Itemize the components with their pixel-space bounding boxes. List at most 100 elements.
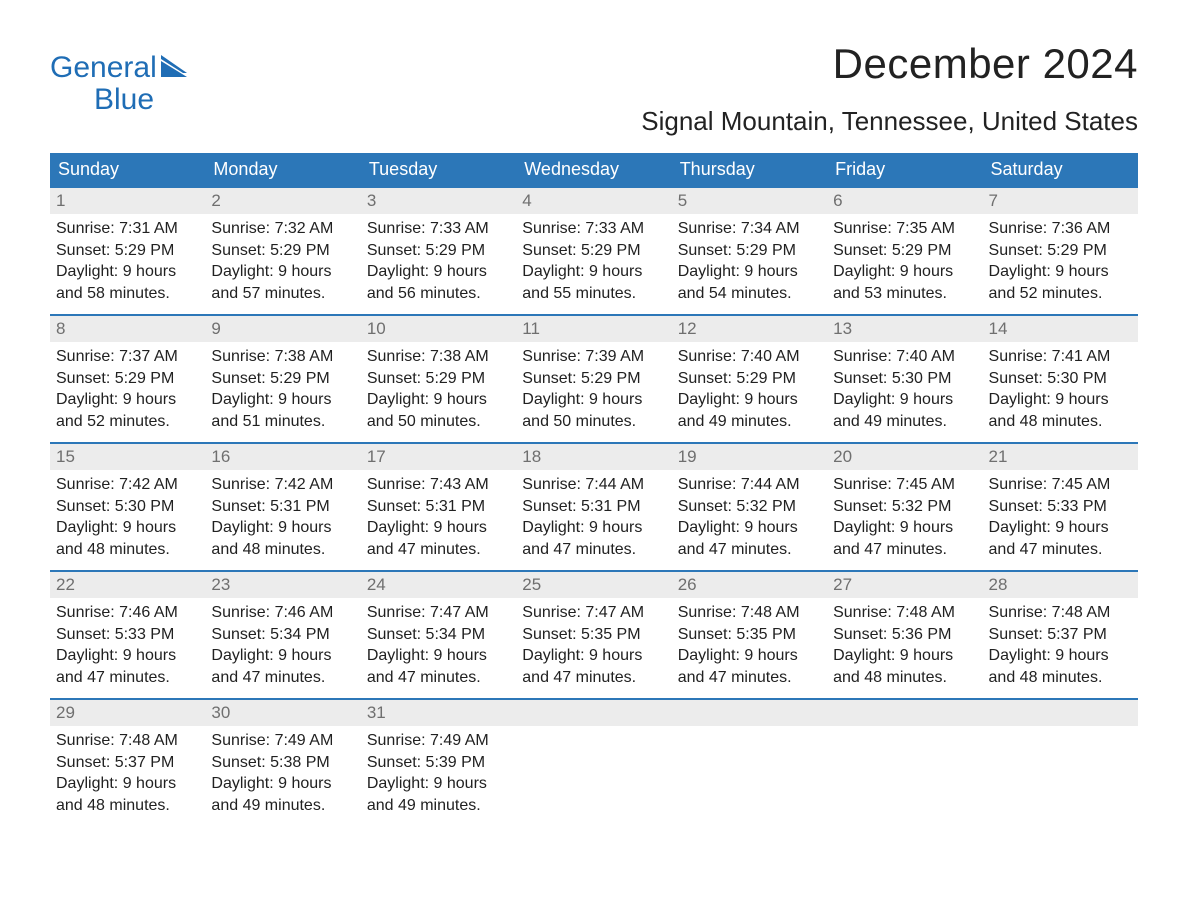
day-sunset: Sunset: 5:29 PM — [367, 240, 510, 262]
day-sunset: Sunset: 5:29 PM — [522, 240, 665, 262]
day-sunrise: Sunrise: 7:43 AM — [367, 474, 510, 496]
day-sunset: Sunset: 5:31 PM — [211, 496, 354, 518]
day-sunset: Sunset: 5:30 PM — [989, 368, 1132, 390]
day-d1: Daylight: 9 hours — [367, 645, 510, 667]
calendar-day-cell: . — [672, 698, 827, 826]
day-details: Sunrise: 7:49 AMSunset: 5:39 PMDaylight:… — [361, 726, 516, 822]
day-sunset: Sunset: 5:29 PM — [833, 240, 976, 262]
day-number: 20 — [827, 442, 982, 470]
day-d2: and 47 minutes. — [211, 667, 354, 689]
calendar-day-cell: 17Sunrise: 7:43 AMSunset: 5:31 PMDayligh… — [361, 442, 516, 570]
calendar-day-cell: 2Sunrise: 7:32 AMSunset: 5:29 PMDaylight… — [205, 186, 360, 314]
day-d2: and 49 minutes. — [211, 795, 354, 817]
day-sunset: Sunset: 5:34 PM — [367, 624, 510, 646]
day-number: 21 — [983, 442, 1138, 470]
day-details: Sunrise: 7:48 AMSunset: 5:37 PMDaylight:… — [983, 598, 1138, 694]
calendar-day-cell: 1Sunrise: 7:31 AMSunset: 5:29 PMDaylight… — [50, 186, 205, 314]
day-number: 12 — [672, 314, 827, 342]
weekday-header: Tuesday — [361, 153, 516, 186]
day-number: 9 — [205, 314, 360, 342]
weekday-header: Saturday — [983, 153, 1138, 186]
day-d1: Daylight: 9 hours — [367, 773, 510, 795]
day-sunset: Sunset: 5:37 PM — [989, 624, 1132, 646]
day-d1: Daylight: 9 hours — [522, 389, 665, 411]
day-number: 31 — [361, 698, 516, 726]
day-number: 5 — [672, 186, 827, 214]
day-d2: and 52 minutes. — [989, 283, 1132, 305]
day-d2: and 55 minutes. — [522, 283, 665, 305]
day-d2: and 49 minutes. — [678, 411, 821, 433]
day-number: . — [983, 698, 1138, 726]
calendar-day-cell: 25Sunrise: 7:47 AMSunset: 5:35 PMDayligh… — [516, 570, 671, 698]
day-sunrise: Sunrise: 7:32 AM — [211, 218, 354, 240]
day-d2: and 56 minutes. — [367, 283, 510, 305]
day-d2: and 47 minutes. — [833, 539, 976, 561]
day-d1: Daylight: 9 hours — [211, 389, 354, 411]
day-details: Sunrise: 7:36 AMSunset: 5:29 PMDaylight:… — [983, 214, 1138, 310]
calendar-day-cell: 7Sunrise: 7:36 AMSunset: 5:29 PMDaylight… — [983, 186, 1138, 314]
day-d2: and 47 minutes. — [56, 667, 199, 689]
day-sunrise: Sunrise: 7:38 AM — [367, 346, 510, 368]
calendar-day-cell: 27Sunrise: 7:48 AMSunset: 5:36 PMDayligh… — [827, 570, 982, 698]
day-d2: and 47 minutes. — [522, 539, 665, 561]
calendar-week-row: 29Sunrise: 7:48 AMSunset: 5:37 PMDayligh… — [50, 698, 1138, 826]
day-d1: Daylight: 9 hours — [56, 773, 199, 795]
day-number: 16 — [205, 442, 360, 470]
day-number: 22 — [50, 570, 205, 598]
day-sunrise: Sunrise: 7:36 AM — [989, 218, 1132, 240]
day-details: Sunrise: 7:45 AMSunset: 5:33 PMDaylight:… — [983, 470, 1138, 566]
day-sunrise: Sunrise: 7:47 AM — [367, 602, 510, 624]
day-number: 4 — [516, 186, 671, 214]
day-sunrise: Sunrise: 7:38 AM — [211, 346, 354, 368]
day-details: Sunrise: 7:47 AMSunset: 5:34 PMDaylight:… — [361, 598, 516, 694]
day-d2: and 49 minutes. — [833, 411, 976, 433]
calendar-day-cell: 15Sunrise: 7:42 AMSunset: 5:30 PMDayligh… — [50, 442, 205, 570]
day-details: Sunrise: 7:39 AMSunset: 5:29 PMDaylight:… — [516, 342, 671, 438]
day-d2: and 47 minutes. — [367, 667, 510, 689]
day-d1: Daylight: 9 hours — [367, 261, 510, 283]
day-d2: and 47 minutes. — [678, 539, 821, 561]
day-sunrise: Sunrise: 7:31 AM — [56, 218, 199, 240]
day-d1: Daylight: 9 hours — [522, 517, 665, 539]
day-sunrise: Sunrise: 7:37 AM — [56, 346, 199, 368]
day-sunrise: Sunrise: 7:45 AM — [989, 474, 1132, 496]
day-details: Sunrise: 7:46 AMSunset: 5:34 PMDaylight:… — [205, 598, 360, 694]
day-number: 18 — [516, 442, 671, 470]
day-sunset: Sunset: 5:30 PM — [56, 496, 199, 518]
day-d2: and 48 minutes. — [989, 411, 1132, 433]
day-sunrise: Sunrise: 7:33 AM — [522, 218, 665, 240]
day-sunrise: Sunrise: 7:49 AM — [367, 730, 510, 752]
day-d1: Daylight: 9 hours — [211, 645, 354, 667]
day-sunrise: Sunrise: 7:44 AM — [678, 474, 821, 496]
day-d1: Daylight: 9 hours — [678, 645, 821, 667]
day-number: 8 — [50, 314, 205, 342]
day-d1: Daylight: 9 hours — [56, 645, 199, 667]
day-details: Sunrise: 7:35 AMSunset: 5:29 PMDaylight:… — [827, 214, 982, 310]
weekday-header: Thursday — [672, 153, 827, 186]
calendar-week-row: 15Sunrise: 7:42 AMSunset: 5:30 PMDayligh… — [50, 442, 1138, 570]
day-sunset: Sunset: 5:29 PM — [56, 240, 199, 262]
weekday-header: Monday — [205, 153, 360, 186]
day-sunrise: Sunrise: 7:48 AM — [678, 602, 821, 624]
day-sunset: Sunset: 5:33 PM — [56, 624, 199, 646]
day-sunrise: Sunrise: 7:45 AM — [833, 474, 976, 496]
day-sunset: Sunset: 5:34 PM — [211, 624, 354, 646]
day-number: 14 — [983, 314, 1138, 342]
day-d1: Daylight: 9 hours — [211, 773, 354, 795]
day-details: Sunrise: 7:44 AMSunset: 5:32 PMDaylight:… — [672, 470, 827, 566]
day-d2: and 53 minutes. — [833, 283, 976, 305]
day-sunset: Sunset: 5:29 PM — [989, 240, 1132, 262]
day-number: 26 — [672, 570, 827, 598]
day-number: 10 — [361, 314, 516, 342]
day-details: Sunrise: 7:49 AMSunset: 5:38 PMDaylight:… — [205, 726, 360, 822]
day-d2: and 47 minutes. — [678, 667, 821, 689]
day-d2: and 50 minutes. — [522, 411, 665, 433]
calendar-day-cell: 4Sunrise: 7:33 AMSunset: 5:29 PMDaylight… — [516, 186, 671, 314]
day-number: 29 — [50, 698, 205, 726]
day-d2: and 49 minutes. — [367, 795, 510, 817]
calendar-day-cell: 19Sunrise: 7:44 AMSunset: 5:32 PMDayligh… — [672, 442, 827, 570]
day-d1: Daylight: 9 hours — [211, 517, 354, 539]
day-number: 11 — [516, 314, 671, 342]
day-sunset: Sunset: 5:32 PM — [833, 496, 976, 518]
day-number: . — [827, 698, 982, 726]
